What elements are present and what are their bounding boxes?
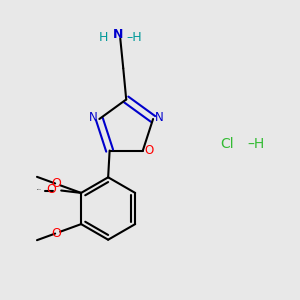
Text: –H: –H [247,137,264,151]
Text: O: O [46,183,56,196]
Text: methyl: methyl [37,189,42,190]
Text: N: N [155,111,164,124]
Text: H: H [99,31,109,44]
Text: N: N [113,28,123,40]
Text: O: O [51,177,61,190]
Text: N: N [88,111,97,124]
Text: O: O [51,227,61,240]
Text: O: O [145,144,154,157]
Text: Cl: Cl [220,137,234,151]
Text: –H: –H [127,31,142,44]
